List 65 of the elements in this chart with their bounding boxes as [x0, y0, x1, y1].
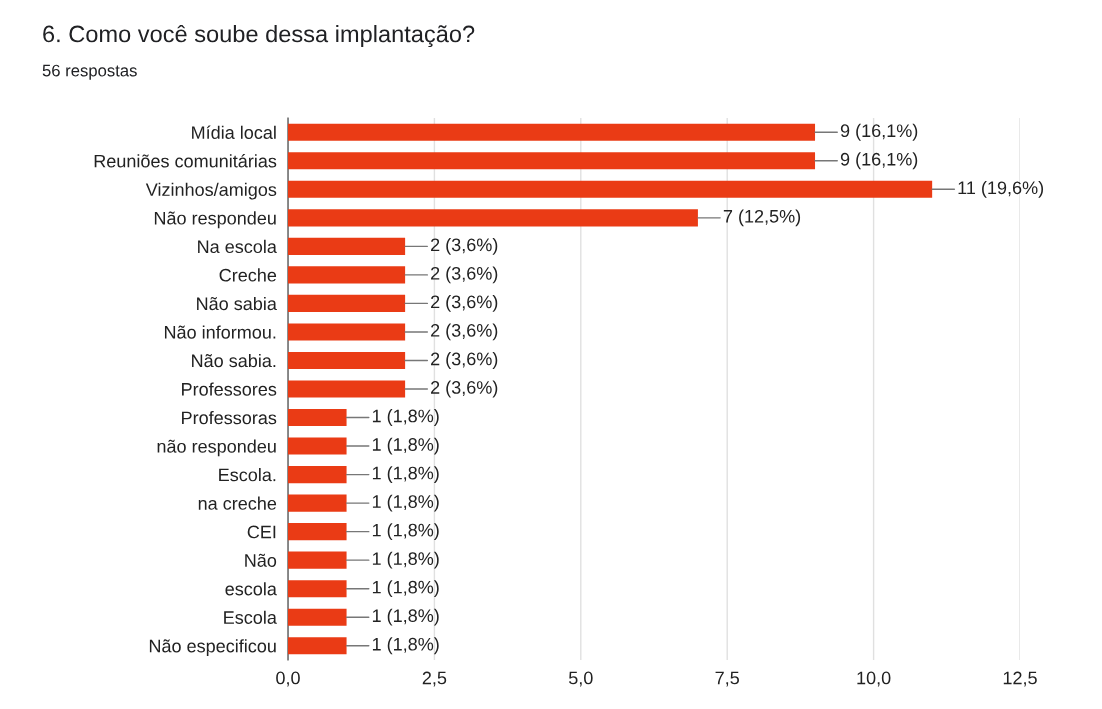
x-tick-label: 5,0	[568, 671, 593, 687]
text: 56 respostas	[42, 64, 137, 80]
data-label: 2 (3,6%)	[431, 237, 498, 255]
data-label: 1 (1,8%)	[372, 494, 439, 512]
y-tick-label: Reuniões comunitárias	[94, 154, 277, 168]
data-label: 2 (3,6%)	[431, 323, 498, 341]
y-tick-label: Na escola	[198, 239, 277, 254]
y-tick-label: Creche	[219, 268, 277, 282]
y-tick-label: Não especificou	[149, 639, 276, 657]
y-tick-label: CEI	[247, 525, 276, 539]
data-label: 1 (1,8%)	[372, 409, 439, 426]
data-label: 1 (1,8%)	[372, 580, 439, 598]
bar	[288, 408, 347, 427]
data-label: 2 (3,6%)	[431, 266, 498, 284]
data-label: 1 (1,8%)	[372, 608, 439, 626]
data-label: 1 (1,8%)	[372, 551, 439, 569]
bar	[288, 580, 347, 598]
data-label: 2 (3,6%)	[431, 352, 498, 369]
bar	[288, 209, 698, 227]
bar	[288, 608, 347, 626]
data-label: 2 (3,6%)	[431, 295, 498, 312]
bar	[288, 380, 406, 398]
bar	[288, 551, 347, 569]
bar	[288, 266, 406, 284]
x-tick-label: 2,5	[422, 671, 447, 687]
data-label: 1 (1,8%)	[372, 637, 439, 655]
y-tick-label: na creche	[198, 496, 277, 510]
bar	[288, 466, 347, 484]
data-label: 11 (19,6%)	[958, 180, 1044, 198]
y-tick-label: Não sabia	[197, 296, 277, 311]
y-tick-label: Não respondeu	[154, 211, 276, 229]
bar	[288, 152, 816, 170]
data-label: 9 (16,1%)	[840, 152, 918, 170]
data-label: 1 (1,8%)	[372, 437, 439, 455]
chart-title: 6. Como você soube dessa implantação?	[43, 24, 475, 48]
data-label: 2 (3,6%)	[431, 380, 498, 398]
y-tick-label: Mídia local	[192, 125, 276, 139]
y-tick-label: Não sabia.	[192, 353, 276, 368]
y-tick-label: Professores	[182, 382, 277, 396]
x-tick-label: 0,0	[276, 671, 300, 687]
data-label: 9 (16,1%)	[840, 123, 918, 141]
bar	[288, 294, 406, 312]
bar	[288, 123, 816, 141]
x-tick-label: 12,5	[1003, 671, 1037, 687]
bar	[288, 437, 347, 455]
data-label: 1 (1,8%)	[372, 466, 439, 483]
bar	[288, 637, 347, 655]
y-tick-label: Professoras	[182, 411, 277, 425]
y-tick-label: Não informou.	[164, 325, 276, 339]
y-tick-label: Não	[245, 553, 277, 567]
data-label: 1 (1,8%)	[372, 523, 439, 541]
y-tick-label: escola	[225, 582, 277, 596]
bar	[288, 237, 406, 255]
y-tick-label: Escola	[224, 610, 277, 624]
x-tick-label: 7,5	[715, 671, 739, 687]
bar	[288, 494, 347, 512]
bar	[288, 351, 406, 370]
x-tick-label: 10,0	[857, 671, 891, 687]
y-tick-label: não respondeu	[157, 439, 276, 457]
y-tick-label: Escola.	[219, 468, 276, 482]
bar	[288, 180, 933, 198]
bar	[288, 523, 347, 541]
bar	[288, 323, 406, 341]
y-tick-label: Vizinhos/amigos	[145, 182, 277, 200]
data-label: 7 (12,5%)	[723, 209, 801, 227]
